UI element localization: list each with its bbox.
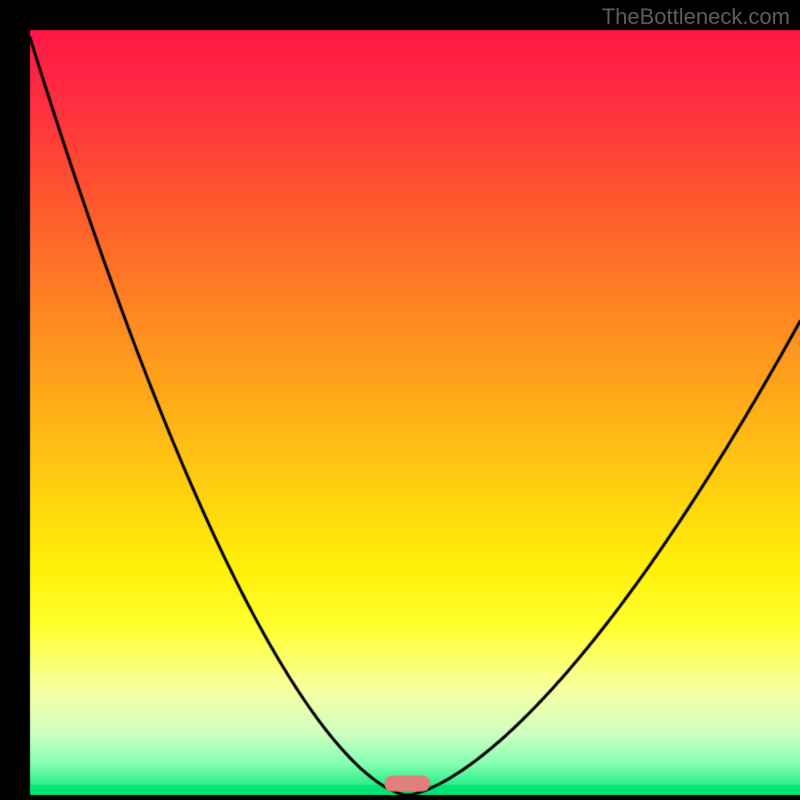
watermark-label: TheBottleneck.com [602, 4, 790, 30]
chart-container: TheBottleneck.com [0, 0, 800, 800]
bottleneck-chart-canvas [0, 0, 800, 800]
